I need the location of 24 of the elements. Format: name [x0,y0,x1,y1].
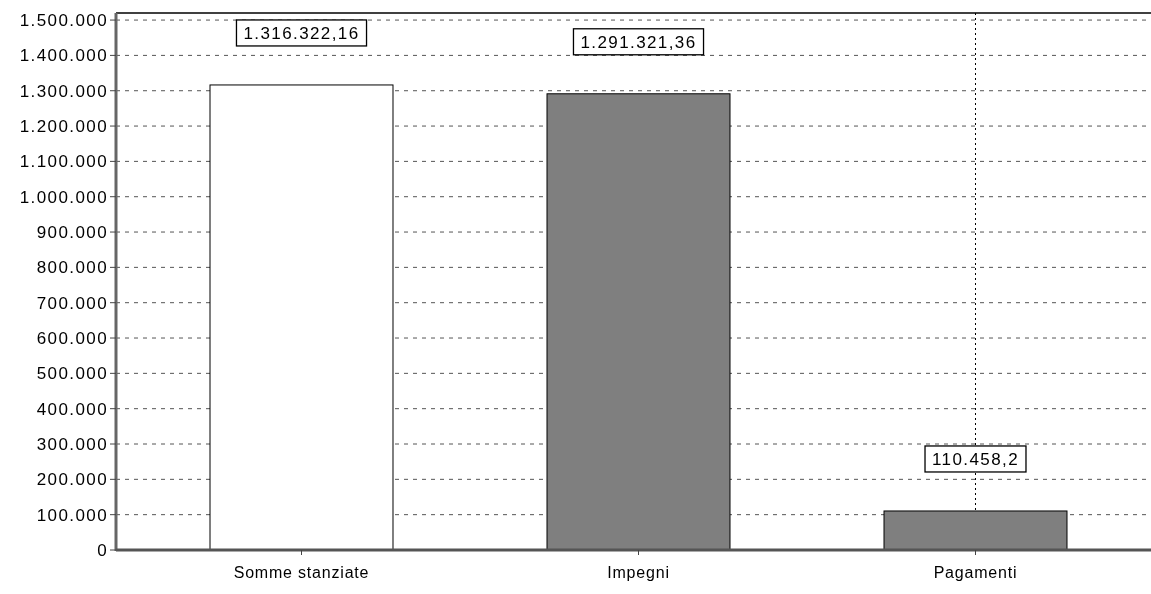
y-tick-label: 700.000 [36,293,108,313]
y-tick-label: 1.500.000 [19,11,108,31]
y-tick-label: 800.000 [36,258,108,278]
y-tick-label: 1.200.000 [19,117,108,136]
y-tick-label: 400.000 [36,399,108,419]
data-label: 110.458,2 [932,450,1019,470]
x-tick-label: Somme stanziate [233,564,370,581]
bar [209,84,394,551]
data-label: 1.316.322,16 [243,24,360,44]
bar [546,93,731,551]
y-tick-label: 100.000 [36,505,108,525]
x-tick-label: Pagamenti [933,564,1018,581]
y-tick-label: 0 [97,540,108,560]
y-tick-label: 200.000 [36,470,108,490]
y-tick-label: 300.000 [36,434,108,454]
y-tick-label: 500.000 [36,364,108,384]
data-label: 1.291.321,36 [580,32,697,52]
x-tick-label: Impegni [607,564,670,581]
y-tick-label: 1.300.000 [19,81,108,101]
y-tick-label: 900.000 [36,222,108,242]
y-tick-label: 1.400.000 [19,46,108,66]
y-tick-label: 1.100.000 [19,152,108,172]
y-tick-label: 600.000 [36,328,108,348]
y-tick-label: 1.000.000 [19,187,108,207]
